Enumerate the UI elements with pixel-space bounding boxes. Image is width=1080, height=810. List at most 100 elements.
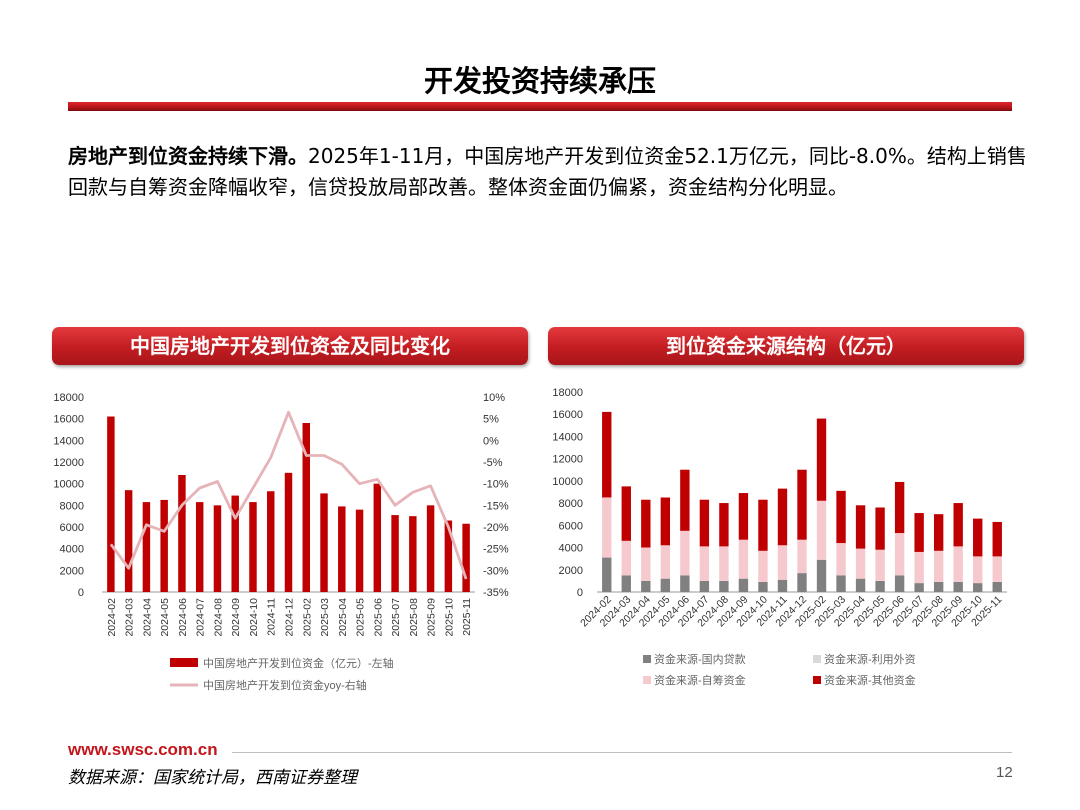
chart2-bar-segment [660, 545, 671, 579]
chart1-xtick: 2025-07 [390, 598, 402, 637]
chart1-ytick-right: -10% [483, 479, 509, 491]
chart1-bar [231, 495, 239, 592]
chart1-ytick-left: 16000 [53, 414, 84, 426]
chart1-yoy-line [109, 410, 468, 580]
chart1-bar [284, 472, 293, 592]
chart2-bar-segment [836, 575, 846, 592]
chart1-xtick: 2025-10 [443, 598, 455, 637]
data-source: 数据来源：国家统计局，西南证券整理 [68, 768, 357, 788]
chart2-bar-segment [797, 469, 807, 540]
chart1-bar [426, 505, 435, 592]
chart2-bar-segment [699, 499, 710, 547]
chart2-ytick: 10000 [552, 476, 583, 488]
lead-paragraph: 房地产到位资金持续下滑。2025年1-11月，中国房地产开发到位资金52.1万亿… [68, 141, 1028, 203]
chart1-bar [160, 499, 168, 592]
chart1-xtick: 2025-03 [319, 598, 331, 637]
chart2-bar-segment [816, 418, 827, 501]
chart1-xtick: 2024-03 [124, 598, 136, 637]
chart1-ytick-right: -35% [483, 587, 509, 599]
chart2-bar-segment [699, 580, 710, 592]
chart2-bar-segment [660, 578, 671, 592]
chart1-xtick: 2024-06 [177, 598, 189, 637]
chart1-bar [409, 516, 417, 592]
chart2-bar-segment [680, 530, 690, 576]
chart1-bar [391, 515, 399, 592]
chart2-legend-label: 资金来源-国内贷款 [654, 652, 746, 666]
chart2-bar-segment [621, 540, 631, 576]
chart1-ytick-right: -30% [483, 565, 509, 577]
chart2-bar-segment [875, 580, 885, 592]
chart2-legend-swatch [643, 676, 651, 684]
chart2-bar-segment [797, 539, 807, 574]
chart1-ytick-left: 4000 [60, 544, 84, 556]
chart2-bar-segment [933, 550, 944, 582]
chart2-bar-segment [738, 539, 749, 579]
chart1-xtick: 2024-02 [106, 598, 118, 637]
chart2-bar-segment [992, 521, 1002, 557]
footer-url[interactable]: www.swsc.com.cn [68, 740, 218, 759]
chart1-legend-line-label: 中国房地产开发到位资金yoy-右轴 [203, 678, 367, 692]
chart2-bar-segment [855, 548, 866, 579]
chart2-bar-segment [641, 580, 651, 592]
chart2-ytick: 16000 [552, 409, 583, 421]
chart2-bar-segment [953, 582, 963, 592]
chart1-ytick-right: 0% [483, 435, 499, 447]
chart2-bar-segment [738, 578, 749, 592]
chart1-ytick-right: -20% [483, 522, 509, 534]
chart2-legend-swatch [643, 655, 651, 663]
chart2-bar-segment [719, 580, 729, 592]
chart1-ytick-left: 14000 [53, 435, 84, 447]
chart2-ytick: 6000 [559, 520, 583, 532]
chart1-ytick-right: 5% [483, 414, 499, 426]
chart1-bar [178, 475, 186, 592]
chart2-bar-segment [836, 543, 846, 576]
chart2-bar-segment [973, 556, 983, 584]
chart2-legend-swatch [813, 655, 821, 663]
chart1-bar [355, 509, 364, 592]
chart1-ytick-right: -25% [483, 544, 509, 556]
chart2-bar-segment [719, 546, 729, 581]
chart2-bar-segment [836, 490, 846, 544]
chart1-ytick-left: 10000 [53, 479, 84, 491]
chart2-bar-segment [894, 533, 905, 576]
chart2-bar-segment [855, 505, 866, 549]
chart2-legend-swatch [813, 676, 821, 684]
chart2-bar-segment [641, 547, 651, 581]
chart1-xtick: 2025-06 [372, 598, 384, 637]
chart2-bar-segment [875, 507, 885, 550]
chart1-xtick: 2025-11 [461, 598, 473, 636]
footer-divider [232, 752, 1012, 753]
page-number: 12 [996, 764, 1013, 781]
chart2-bar-segment [894, 481, 905, 534]
chart2-bar-segment [680, 575, 690, 592]
chart1-ytick-left: 8000 [60, 500, 84, 512]
chart1-xtick: 2024-11 [266, 598, 278, 636]
chart1-xtick: 2025-02 [301, 598, 313, 637]
chart2-bar-segment [933, 514, 944, 551]
chart2-bar-segment [738, 493, 749, 540]
chart1-xtick: 2025-04 [337, 598, 349, 637]
chart2-bar-segment [992, 556, 1002, 582]
chart2-bar-segment [602, 497, 612, 558]
chart2-bar-segment [660, 497, 671, 546]
chart2-bar-segment [816, 559, 827, 592]
chart2-ytick: 0 [577, 587, 583, 599]
chart1-bar [124, 490, 133, 592]
chart1-bar [249, 502, 257, 592]
chart1-ytick-right: -5% [483, 457, 503, 469]
chart2-bar-segment [758, 550, 768, 582]
chart2-bar-segment [855, 578, 866, 592]
chart1-ytick-left: 18000 [53, 392, 84, 404]
chart2-bar-segment [953, 546, 963, 582]
chart1-ytick-left: 6000 [60, 522, 84, 534]
chart1-ytick-left: 12000 [53, 457, 84, 469]
title-underline [68, 102, 1012, 111]
lead-bold: 房地产到位资金持续下滑。 [68, 144, 308, 168]
chart1-xtick: 2025-08 [408, 598, 420, 637]
chart2-bar-segment [973, 518, 983, 557]
chart2-bar-segment [816, 500, 827, 560]
chart2-ytick: 4000 [559, 543, 583, 555]
chart2-ytick: 18000 [552, 387, 583, 399]
chart1-xtick: 2024-05 [159, 598, 171, 637]
chart1-bar [267, 491, 275, 592]
